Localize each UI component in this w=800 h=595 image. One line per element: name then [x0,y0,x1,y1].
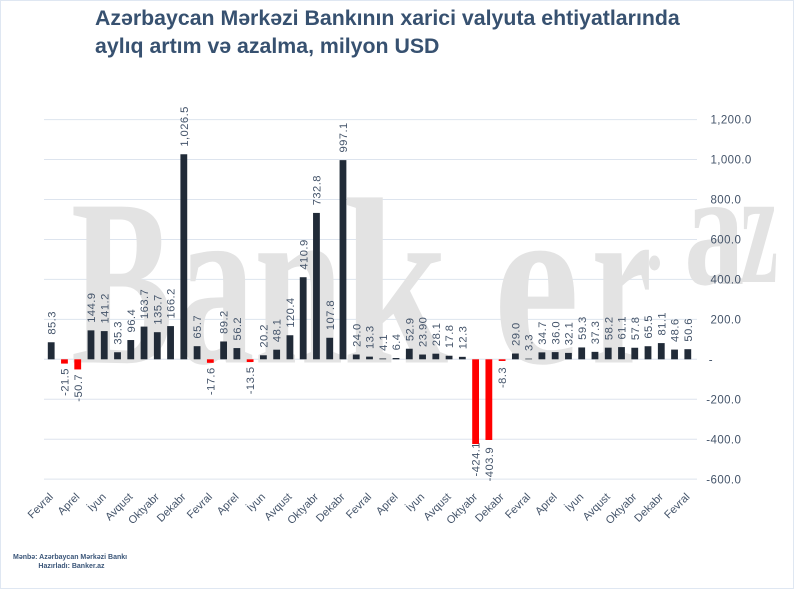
svg-text:4.1: 4.1 [378,334,390,351]
svg-text:120.4: 120.4 [285,297,297,327]
svg-text:-400.0: -400.0 [706,434,741,446]
svg-text:28.1: 28.1 [431,323,443,347]
svg-text:144.9: 144.9 [86,293,98,323]
svg-text:600.0: 600.0 [711,235,742,247]
svg-text:52.9: 52.9 [404,318,416,342]
svg-text:-13.5: -13.5 [245,367,257,395]
svg-text:z: z [741,137,778,318]
svg-text:n: n [254,150,343,414]
svg-text:37.3: 37.3 [590,321,602,345]
svg-text:1,000.0: 1,000.0 [711,155,752,167]
svg-text:a: a [177,152,255,415]
svg-text:48.6: 48.6 [670,318,682,342]
svg-text:96.4: 96.4 [126,309,138,333]
svg-text:34.7: 34.7 [537,321,549,345]
svg-text:163.7: 163.7 [139,289,151,319]
svg-text:-21.5: -21.5 [60,368,72,396]
svg-text:135.7: 135.7 [152,294,164,324]
svg-text:-8.3: -8.3 [497,367,509,388]
svg-text:89.2: 89.2 [219,310,231,334]
svg-text:17.8: 17.8 [444,325,456,349]
svg-text:58.2: 58.2 [603,316,615,340]
svg-text:B: B [71,152,173,415]
svg-text:1,200.0: 1,200.0 [711,115,752,127]
svg-text:32.1: 32.1 [564,322,576,346]
svg-text:107.8: 107.8 [325,300,337,330]
svg-text:997.1: 997.1 [338,122,350,152]
svg-text:85.3: 85.3 [46,311,58,335]
svg-text:a: a [684,139,744,320]
svg-text:-17.6: -17.6 [205,367,217,395]
svg-text:3.3: 3.3 [524,334,536,351]
svg-text:56.2: 56.2 [232,317,244,341]
svg-text:-600.0: -600.0 [706,474,741,486]
svg-text:13.3: 13.3 [365,325,377,349]
svg-text:35.3: 35.3 [113,321,125,345]
svg-text:36.0: 36.0 [550,321,562,345]
svg-text:400.0: 400.0 [711,275,742,287]
svg-text:-: - [709,354,713,366]
svg-text:800.0: 800.0 [711,195,742,207]
svg-text:6.4: 6.4 [391,334,403,351]
svg-text:410.9: 410.9 [298,239,310,269]
svg-text:61.1: 61.1 [617,316,629,340]
svg-text:23.90: 23.90 [418,317,430,347]
svg-text:50.6: 50.6 [683,318,695,342]
svg-text:-50.7: -50.7 [73,374,85,402]
svg-text:732.8: 732.8 [312,175,324,205]
svg-text:-403.9: -403.9 [484,447,496,481]
svg-text:59.3: 59.3 [577,316,589,340]
svg-text:1,026.5: 1,026.5 [179,106,191,146]
svg-text:166.2: 166.2 [166,288,178,318]
svg-text:24.0: 24.0 [351,323,363,347]
svg-text:141.2: 141.2 [99,293,111,323]
svg-text:65.5: 65.5 [643,315,655,339]
svg-text:k: k [342,150,448,414]
svg-text:81.1: 81.1 [656,312,668,336]
svg-text:12.3: 12.3 [457,326,469,350]
svg-text:e: e [494,151,580,414]
svg-text:-424.1: -424.1 [471,442,483,476]
svg-text:29.0: 29.0 [510,322,522,346]
svg-text:20.2: 20.2 [259,324,271,348]
svg-text:48.1: 48.1 [272,319,284,343]
svg-text:57.8: 57.8 [630,317,642,341]
svg-text:r: r [592,150,652,414]
svg-text:-200.0: -200.0 [706,394,741,406]
svg-text:200.0: 200.0 [711,314,742,326]
svg-text:65.7: 65.7 [192,315,204,339]
